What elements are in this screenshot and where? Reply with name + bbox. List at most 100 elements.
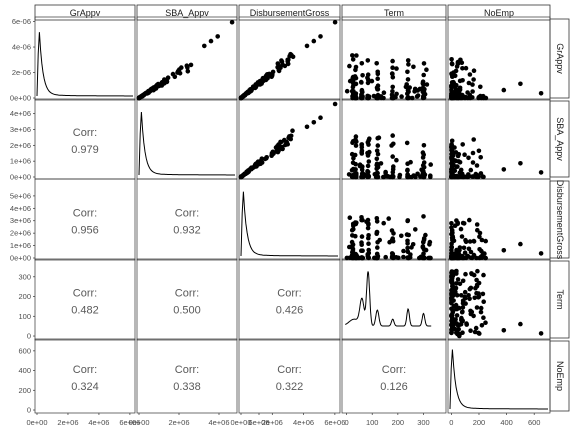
point-3-4 bbox=[501, 328, 507, 333]
point-0-3 bbox=[390, 71, 395, 77]
point-3-4 bbox=[466, 293, 471, 298]
point-0-1 bbox=[175, 69, 181, 74]
point-3-4 bbox=[476, 291, 481, 296]
point-0-3 bbox=[390, 58, 395, 64]
point-0-2 bbox=[290, 54, 296, 60]
point-0-4 bbox=[501, 87, 507, 93]
panel-4-0 bbox=[34, 338, 136, 414]
point-2-3 bbox=[365, 225, 371, 231]
point-3-4 bbox=[455, 277, 461, 282]
corr-label: Corr: bbox=[73, 127, 97, 139]
point-1-4 bbox=[450, 174, 455, 180]
point-1-3 bbox=[366, 159, 372, 164]
strip-label-top-1: SBA_Appv bbox=[165, 8, 209, 18]
point-2-3 bbox=[359, 215, 364, 220]
point-0-4 bbox=[463, 94, 468, 100]
corr-value: 0.500 bbox=[173, 305, 201, 317]
y-tick-label-3-0: 0 bbox=[27, 332, 31, 341]
point-1-2 bbox=[253, 161, 259, 167]
point-2-4 bbox=[518, 241, 523, 247]
point-1-3 bbox=[390, 173, 396, 179]
point-1-4 bbox=[466, 172, 471, 177]
point-1-4 bbox=[478, 171, 484, 176]
point-0-3 bbox=[420, 79, 426, 84]
panel-1-0 bbox=[34, 98, 136, 180]
point-3-4 bbox=[451, 285, 456, 291]
point-2-3 bbox=[417, 255, 422, 261]
density-0 bbox=[36, 32, 133, 97]
point-1-3 bbox=[404, 140, 410, 146]
point-0-3 bbox=[347, 63, 352, 69]
point-1-4 bbox=[460, 142, 466, 147]
point-1-3 bbox=[365, 163, 371, 169]
y-tick-label-4-2: 400 bbox=[18, 366, 31, 375]
point-1-3 bbox=[394, 157, 399, 163]
point-1-2 bbox=[246, 169, 252, 174]
point-1-3 bbox=[405, 161, 410, 166]
point-0-4 bbox=[456, 60, 461, 66]
point-3-4 bbox=[483, 320, 488, 326]
point-2-4 bbox=[479, 237, 485, 243]
density-2 bbox=[240, 191, 338, 257]
point-2-3 bbox=[377, 237, 383, 243]
point-1-2 bbox=[243, 171, 248, 176]
point-0-4 bbox=[453, 94, 458, 100]
point-2-4 bbox=[449, 244, 455, 250]
panel-0-4 bbox=[447, 16, 551, 101]
point-2-3 bbox=[409, 245, 414, 250]
corr-4-2: Corr: 0.322 bbox=[276, 364, 304, 393]
point-0-3 bbox=[350, 57, 356, 62]
point-3-4 bbox=[481, 272, 486, 278]
point-3-4 bbox=[463, 301, 468, 306]
point-1-3 bbox=[428, 162, 434, 167]
point-1-3 bbox=[374, 156, 380, 162]
point-0-3 bbox=[405, 69, 410, 75]
corr-3-0: Corr: 0.482 bbox=[71, 288, 99, 317]
panel-2-3 bbox=[341, 178, 447, 261]
point-0-3 bbox=[421, 90, 427, 95]
point-0-3 bbox=[412, 89, 417, 94]
point-1-3 bbox=[391, 164, 396, 169]
point-0-2 bbox=[253, 82, 258, 88]
x-tick-label-2-0: 0e+00 bbox=[230, 418, 251, 427]
point-1-3 bbox=[420, 171, 426, 176]
point-2-3 bbox=[405, 241, 410, 246]
x-tick-label-4-3: 600 bbox=[528, 418, 541, 427]
point-0-3 bbox=[381, 90, 387, 95]
panel-4-3 bbox=[341, 338, 447, 414]
panel-3-3 bbox=[341, 258, 447, 341]
point-3-4 bbox=[462, 289, 468, 295]
point-2-3 bbox=[406, 255, 412, 261]
y-tick-label-1-3: 3e+06 bbox=[10, 125, 31, 134]
point-1-4 bbox=[471, 137, 477, 142]
point-1-4 bbox=[456, 152, 462, 157]
x-tick-label-1-3: 6e+06 bbox=[248, 418, 269, 427]
point-1-2 bbox=[304, 124, 310, 130]
point-3-4 bbox=[480, 291, 486, 297]
y-tick-label-2-5: 5e+06 bbox=[10, 191, 31, 200]
point-0-4 bbox=[470, 82, 475, 87]
point-1-4 bbox=[473, 171, 479, 177]
point-3-4 bbox=[478, 305, 484, 311]
point-0-4 bbox=[466, 95, 472, 100]
point-3-4 bbox=[474, 277, 479, 283]
point-1-2 bbox=[290, 128, 295, 133]
point-0-3 bbox=[360, 73, 365, 78]
y-tick-label-2-1: 1e+06 bbox=[10, 241, 31, 250]
point-0-2 bbox=[282, 63, 288, 69]
point-1-3 bbox=[374, 148, 380, 153]
point-2-3 bbox=[423, 232, 428, 238]
point-1-3 bbox=[366, 142, 371, 147]
x-tick-label-4-2: 400 bbox=[500, 418, 513, 427]
strip-label-right-4: NoEmp bbox=[555, 361, 565, 391]
point-2-3 bbox=[366, 241, 371, 246]
point-2-4 bbox=[461, 221, 467, 226]
point-0-1 bbox=[188, 62, 194, 68]
point-2-3 bbox=[359, 242, 365, 247]
point-2-3 bbox=[389, 251, 395, 256]
point-2-3 bbox=[359, 234, 365, 239]
corr-3-2: Corr: 0.426 bbox=[276, 288, 304, 317]
point-0-4 bbox=[449, 61, 455, 66]
point-1-4 bbox=[451, 162, 456, 168]
point-0-1 bbox=[179, 65, 184, 70]
